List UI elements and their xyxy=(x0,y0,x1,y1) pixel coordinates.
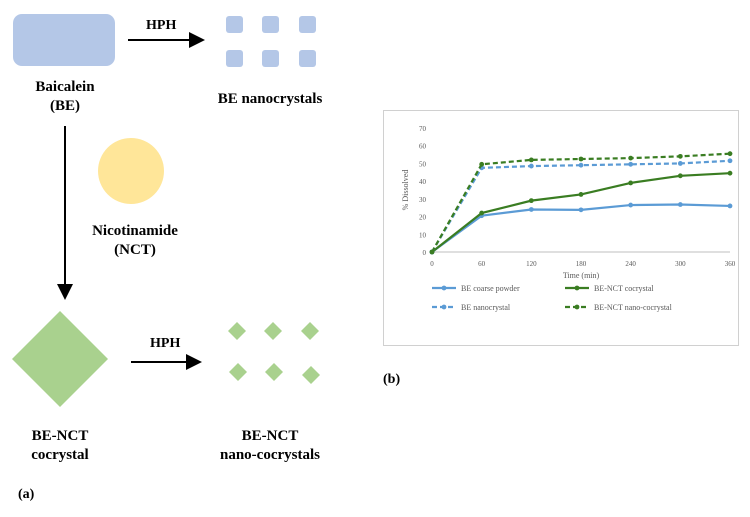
series-line-3 xyxy=(431,152,731,253)
legend-label-2: BE nanocrystal xyxy=(461,303,511,312)
cocrystal-label: BE-NCT cocrystal xyxy=(15,427,105,465)
series-line-1 xyxy=(431,172,731,253)
series-2-point xyxy=(677,161,683,166)
x-tick-label: 180 xyxy=(576,260,587,268)
series-2-point xyxy=(628,161,634,167)
y-tick-label: 20 xyxy=(419,214,427,222)
series-3-point xyxy=(578,156,584,162)
series-3-point xyxy=(528,157,534,163)
series-3-point xyxy=(727,151,733,157)
series-1-point xyxy=(628,180,634,186)
nano-cocrystals-label-line2: nano-cocrystals xyxy=(220,447,320,463)
nicotinamide-shape xyxy=(98,138,164,204)
baicalein-shape xyxy=(13,14,115,66)
y-tick-label: 50 xyxy=(419,160,427,168)
series-1-point xyxy=(578,192,584,197)
legend-marker-0 xyxy=(441,285,447,291)
series-0-point xyxy=(628,202,634,208)
panel-a-label: (a) xyxy=(18,487,35,502)
cocrystal-label-line1: BE-NCT xyxy=(31,428,89,444)
series-0-point xyxy=(578,207,584,213)
cocrystal-shape xyxy=(12,311,108,407)
nicotinamide-label: Nicotinamide (NCT) xyxy=(80,222,190,260)
series-3-point xyxy=(479,161,485,167)
legend-label-0: BE coarse powder xyxy=(461,284,520,293)
hph-label-top: HPH xyxy=(146,18,177,33)
legend-marker-1 xyxy=(574,285,580,291)
be-nanocrystals-label: BE nanocrystals xyxy=(217,91,323,107)
legend-marker-2 xyxy=(441,304,447,310)
baicalein-label-line1: Baicalein xyxy=(35,79,95,95)
nano-cocrystals-shape xyxy=(228,322,320,384)
nano-cocrystals-label-line1: BE-NCT xyxy=(241,428,299,444)
series-2-point xyxy=(578,162,584,168)
series-2-point xyxy=(727,158,733,164)
series-3-point xyxy=(628,155,634,161)
series-3-point xyxy=(429,249,435,255)
nicotinamide-label-line1: Nicotinamide xyxy=(92,223,178,239)
x-tick-label: 360 xyxy=(725,260,736,268)
y-tick-label: 0 xyxy=(423,249,427,257)
y-tick-label: 40 xyxy=(419,178,427,186)
series-0-point xyxy=(677,202,683,207)
x-tick-label: 120 xyxy=(526,260,537,268)
series-1-point xyxy=(528,198,534,204)
series-0-point xyxy=(528,207,534,212)
series-1-point xyxy=(677,173,683,179)
x-tick-label: 60 xyxy=(478,260,486,268)
x-axis-title: Time (min) xyxy=(563,271,600,280)
x-tick-label: 240 xyxy=(625,260,636,268)
x-tick-label: 0 xyxy=(430,260,434,268)
y-tick-label: 70 xyxy=(419,125,427,133)
y-tick-label: 30 xyxy=(419,196,427,204)
series-3-point xyxy=(677,153,683,159)
panel-b-label: (b) xyxy=(383,372,401,387)
x-tick-label: 300 xyxy=(675,260,686,268)
be-nanocrystals-shape xyxy=(226,16,316,67)
hph-label-bottom: HPH xyxy=(150,336,181,351)
series-1-point xyxy=(479,210,485,216)
dissolution-chart: 0 10 20 30 40 50 60 70 0 60 120 180 240 300 360 Time (m… xyxy=(383,110,739,346)
y-tick-label: 10 xyxy=(419,231,427,239)
nicotinamide-label-line2: (NCT) xyxy=(114,242,156,258)
cocrystal-label-line2: cocrystal xyxy=(31,447,89,463)
baicalein-label: Baicalein (BE) xyxy=(20,78,110,116)
series-1-point xyxy=(727,170,733,176)
baicalein-label-line2: (BE) xyxy=(50,98,80,114)
legend-label-3: BE-NCT nano-cocrystal xyxy=(594,303,673,312)
dissolution-chart-svg: 0 10 20 30 40 50 60 70 0 60 120 180 240 300 360 Time (m… xyxy=(401,125,736,312)
legend-label-1: BE-NCT cocrystal xyxy=(594,284,654,293)
series-0-point xyxy=(727,203,733,209)
schematic-diagram xyxy=(12,14,320,407)
series-2-point xyxy=(528,163,534,169)
y-tick-label: 60 xyxy=(419,143,427,151)
y-axis-title: % Dissolved xyxy=(401,170,410,211)
legend-marker-3 xyxy=(574,304,580,310)
nano-cocrystals-label: BE-NCT nano-cocrystals xyxy=(205,427,335,465)
